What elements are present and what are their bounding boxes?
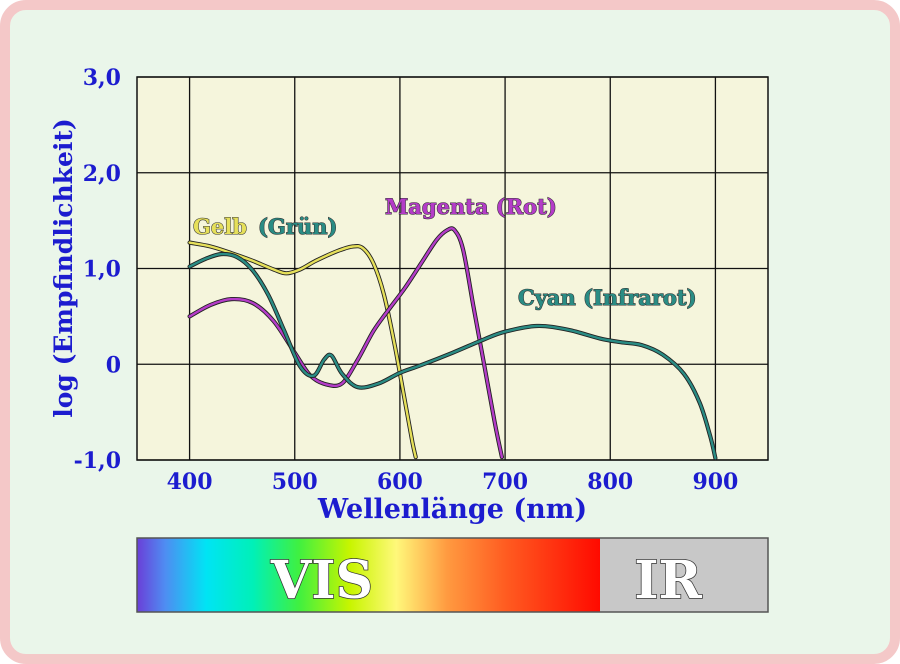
y-tick-label: 3,0 <box>83 65 121 91</box>
vis-label: VIS <box>270 550 373 611</box>
x-axis-title: Wellenlänge (nm) <box>317 494 587 525</box>
y-tick-label: 1,0 <box>83 257 121 283</box>
series-line-2 <box>188 252 717 460</box>
spectrum-border <box>136 537 769 613</box>
x-tick-label: 500 <box>272 469 318 495</box>
y-tick-label: -1,0 <box>74 448 121 474</box>
series-label-magenta: Magenta (Rot) <box>385 194 557 219</box>
series-label-gelb: Gelb <box>193 214 247 239</box>
y-tick-label: 2,0 <box>83 161 121 187</box>
ir-box <box>600 538 768 612</box>
ir-label: IR <box>634 550 702 611</box>
y-axis-title: log (Empfindlichkeit) <box>49 118 78 418</box>
x-tick-label: 700 <box>482 469 528 495</box>
series-label-cyan: Cyan (Infrarot) <box>518 285 697 310</box>
series-line-1 <box>188 227 504 459</box>
x-tick-label: 900 <box>692 469 738 495</box>
vis-spectrum <box>137 538 600 612</box>
y-tick-label: 0 <box>106 352 121 378</box>
x-tick-label: 800 <box>587 469 633 495</box>
x-tick-label: 600 <box>377 469 423 495</box>
series-label-gruen: (Grün) <box>258 214 337 239</box>
series-line-0 <box>188 241 417 459</box>
x-tick-label: 400 <box>167 469 213 495</box>
